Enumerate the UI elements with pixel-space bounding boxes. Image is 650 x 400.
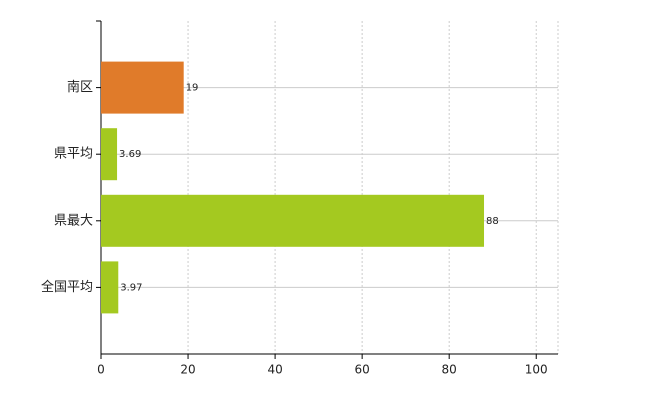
y-tick-label: 県平均 (54, 147, 93, 162)
x-tick-label: 80 (442, 363, 457, 377)
data-label: 19 (186, 83, 199, 94)
x-tick-label: 20 (180, 363, 195, 377)
y-tick-label: 全国平均 (41, 279, 93, 295)
x-tick-label: 40 (267, 363, 282, 377)
bar (101, 61, 184, 114)
x-tick-label: 0 (97, 363, 105, 377)
x-tick-label: 60 (355, 363, 370, 377)
y-tick-label: 南区 (67, 79, 93, 95)
y-tick-label: 県最大 (54, 213, 93, 228)
data-label: 88 (486, 216, 499, 227)
bar (101, 194, 485, 247)
bar (101, 261, 119, 314)
x-tick-label: 100 (525, 363, 548, 377)
bar (101, 128, 118, 181)
data-label: 3.97 (120, 282, 142, 293)
data-label: 3.69 (119, 149, 141, 160)
